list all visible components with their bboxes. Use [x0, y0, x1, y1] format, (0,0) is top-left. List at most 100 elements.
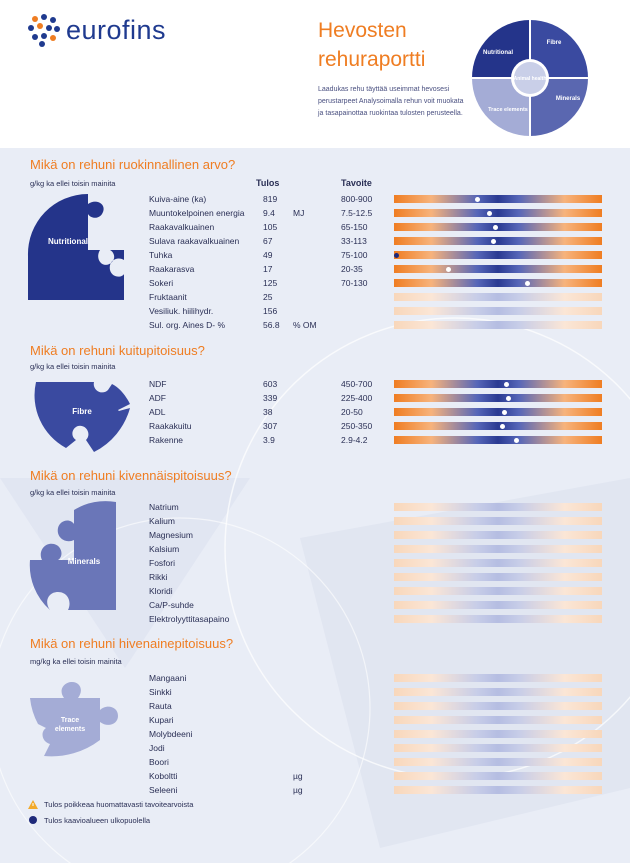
row-name: Ca/P-suhde — [149, 600, 194, 610]
row-result: 3.9 — [263, 435, 275, 445]
range-bar — [394, 674, 602, 682]
result-marker — [493, 224, 499, 230]
column-header-result: Tulos — [256, 178, 280, 188]
table-row: Sul. org. Aines D- % 56.8 % OM — [0, 318, 630, 332]
result-marker — [501, 409, 507, 415]
table-row: Vesiliuk. hiilihydr. 156 — [0, 304, 630, 318]
row-name: Fruktaanit — [149, 292, 187, 302]
row-result: 25 — [263, 292, 273, 302]
table-row: Jodi — [0, 741, 630, 755]
row-name: Sulava raakavalkuainen — [149, 236, 240, 246]
row-target: 20-50 — [341, 407, 363, 417]
table-row: Kalium — [0, 514, 630, 528]
table-row: Molybdeeni — [0, 727, 630, 741]
range-bar — [394, 209, 602, 217]
fibre-puzzle-icon: Fibre — [34, 382, 130, 452]
range-bar — [394, 601, 602, 609]
row-name: Molybdeeni — [149, 729, 193, 739]
row-result: 49 — [263, 250, 273, 260]
table-row: Magnesium — [0, 528, 630, 542]
row-name: Vesiliuk. hiilihydr. — [149, 306, 214, 316]
row-name: ADL — [149, 407, 166, 417]
range-bar — [394, 758, 602, 766]
table-row: Kalsium — [0, 542, 630, 556]
row-name: Kupari — [149, 715, 174, 725]
fibre-section-title: Mikä on rehuni kuitupitoisuus? — [30, 343, 205, 358]
row-target: 20-35 — [341, 264, 363, 274]
range-bar — [394, 293, 602, 301]
animal-health-puzzle: Nutritional Fibre Animal health Minerals… — [472, 20, 588, 136]
warning-icon — [28, 800, 38, 809]
nutrition-section-title: Mikä on rehuni ruokinnallinen arvo? — [30, 157, 236, 172]
row-name: Magnesium — [149, 530, 193, 540]
row-name: Mangaani — [149, 673, 187, 683]
range-bar — [394, 307, 602, 315]
table-row: Kupari — [0, 713, 630, 727]
puzzle-label-animal-health: Animal health — [514, 76, 547, 82]
puzzle-label-nutritional: Nutritional — [483, 50, 513, 56]
row-unit: % OM — [293, 320, 317, 330]
range-bar — [394, 744, 602, 752]
minerals-section-title: Mikä on rehuni kivennäispitoisuus? — [30, 468, 232, 483]
row-unit: MJ — [293, 208, 305, 218]
table-row: ADL 38 20-50 — [0, 405, 630, 419]
row-result: 125 — [263, 278, 278, 288]
range-bar — [394, 265, 602, 273]
row-name: Rakenne — [149, 435, 184, 445]
eurofins-logo-icon — [28, 14, 60, 47]
row-name: Raakarasva — [149, 264, 195, 274]
range-bar — [394, 531, 602, 539]
row-target: 2.9-4.2 — [341, 435, 368, 445]
range-bar — [394, 380, 602, 388]
table-row: ADF 339 225-400 — [0, 391, 630, 405]
trace-icon-label-line1: Trace — [61, 717, 79, 724]
table-row: Sulava raakavalkuainen 67 33-113 — [0, 234, 630, 248]
row-name: Rauta — [149, 701, 172, 711]
result-marker — [524, 280, 530, 286]
puzzle-label-fibre: Fibre — [547, 40, 562, 46]
result-marker — [445, 266, 451, 272]
table-row: Muuntokelpoinen energia 9.4 MJ 7.5-12.5 — [0, 206, 630, 220]
range-bar — [394, 559, 602, 567]
row-name: Raakakuitu — [149, 421, 192, 431]
range-bar — [394, 394, 602, 402]
legend-outside: Tulos kaavioalueen ulkopuolella — [28, 815, 150, 825]
legend-outside-text: Tulos kaavioalueen ulkopuolella — [44, 815, 151, 825]
range-bar — [394, 545, 602, 553]
range-bar — [394, 408, 602, 416]
table-row: Raakakuitu 307 250-350 — [0, 419, 630, 433]
table-row: Natrium — [0, 500, 630, 514]
table-row: Kloridi — [0, 584, 630, 598]
range-bar — [394, 716, 602, 724]
table-row: Raakarasva 17 20-35 — [0, 262, 630, 276]
row-name: Boori — [149, 757, 169, 767]
row-result: 105 — [263, 222, 278, 232]
range-bar — [394, 422, 602, 430]
trace-icon-label-line2: elements — [55, 726, 85, 733]
legend-warning: Tulos poikkeaa huomattavasti tavoitearvo… — [28, 800, 193, 809]
row-unit: µg — [293, 785, 303, 795]
table-row: Boori — [0, 755, 630, 769]
row-name: Seleeni — [149, 785, 178, 795]
range-bar — [394, 436, 602, 444]
row-result: 17 — [263, 264, 273, 274]
row-target: 450-700 — [341, 379, 373, 389]
table-row: Mangaani — [0, 671, 630, 685]
table-row: Kuiva-aine (ka) 819 800-900 — [0, 192, 630, 206]
range-bar — [394, 772, 602, 780]
report-description: Laadukas rehu täyttää useimmat hevosesi … — [318, 86, 464, 117]
row-name: Sinkki — [149, 687, 172, 697]
eurofins-logo: eurofins — [28, 14, 166, 47]
column-header-target: Tavoite — [341, 178, 372, 188]
result-marker — [499, 423, 505, 429]
range-bar — [394, 786, 602, 794]
row-result: 156 — [263, 306, 278, 316]
range-bar — [394, 223, 602, 231]
result-marker — [474, 196, 480, 202]
range-bar — [394, 503, 602, 511]
result-marker — [514, 437, 520, 443]
range-bar — [394, 237, 602, 245]
range-bar — [394, 279, 602, 287]
row-name: NDF — [149, 379, 167, 389]
table-row: Sokeri 125 70-130 — [0, 276, 630, 290]
